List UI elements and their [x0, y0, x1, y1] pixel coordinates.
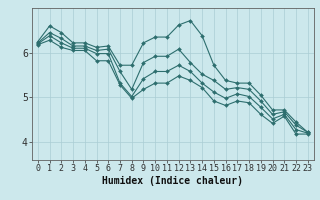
X-axis label: Humidex (Indice chaleur): Humidex (Indice chaleur): [102, 176, 243, 186]
